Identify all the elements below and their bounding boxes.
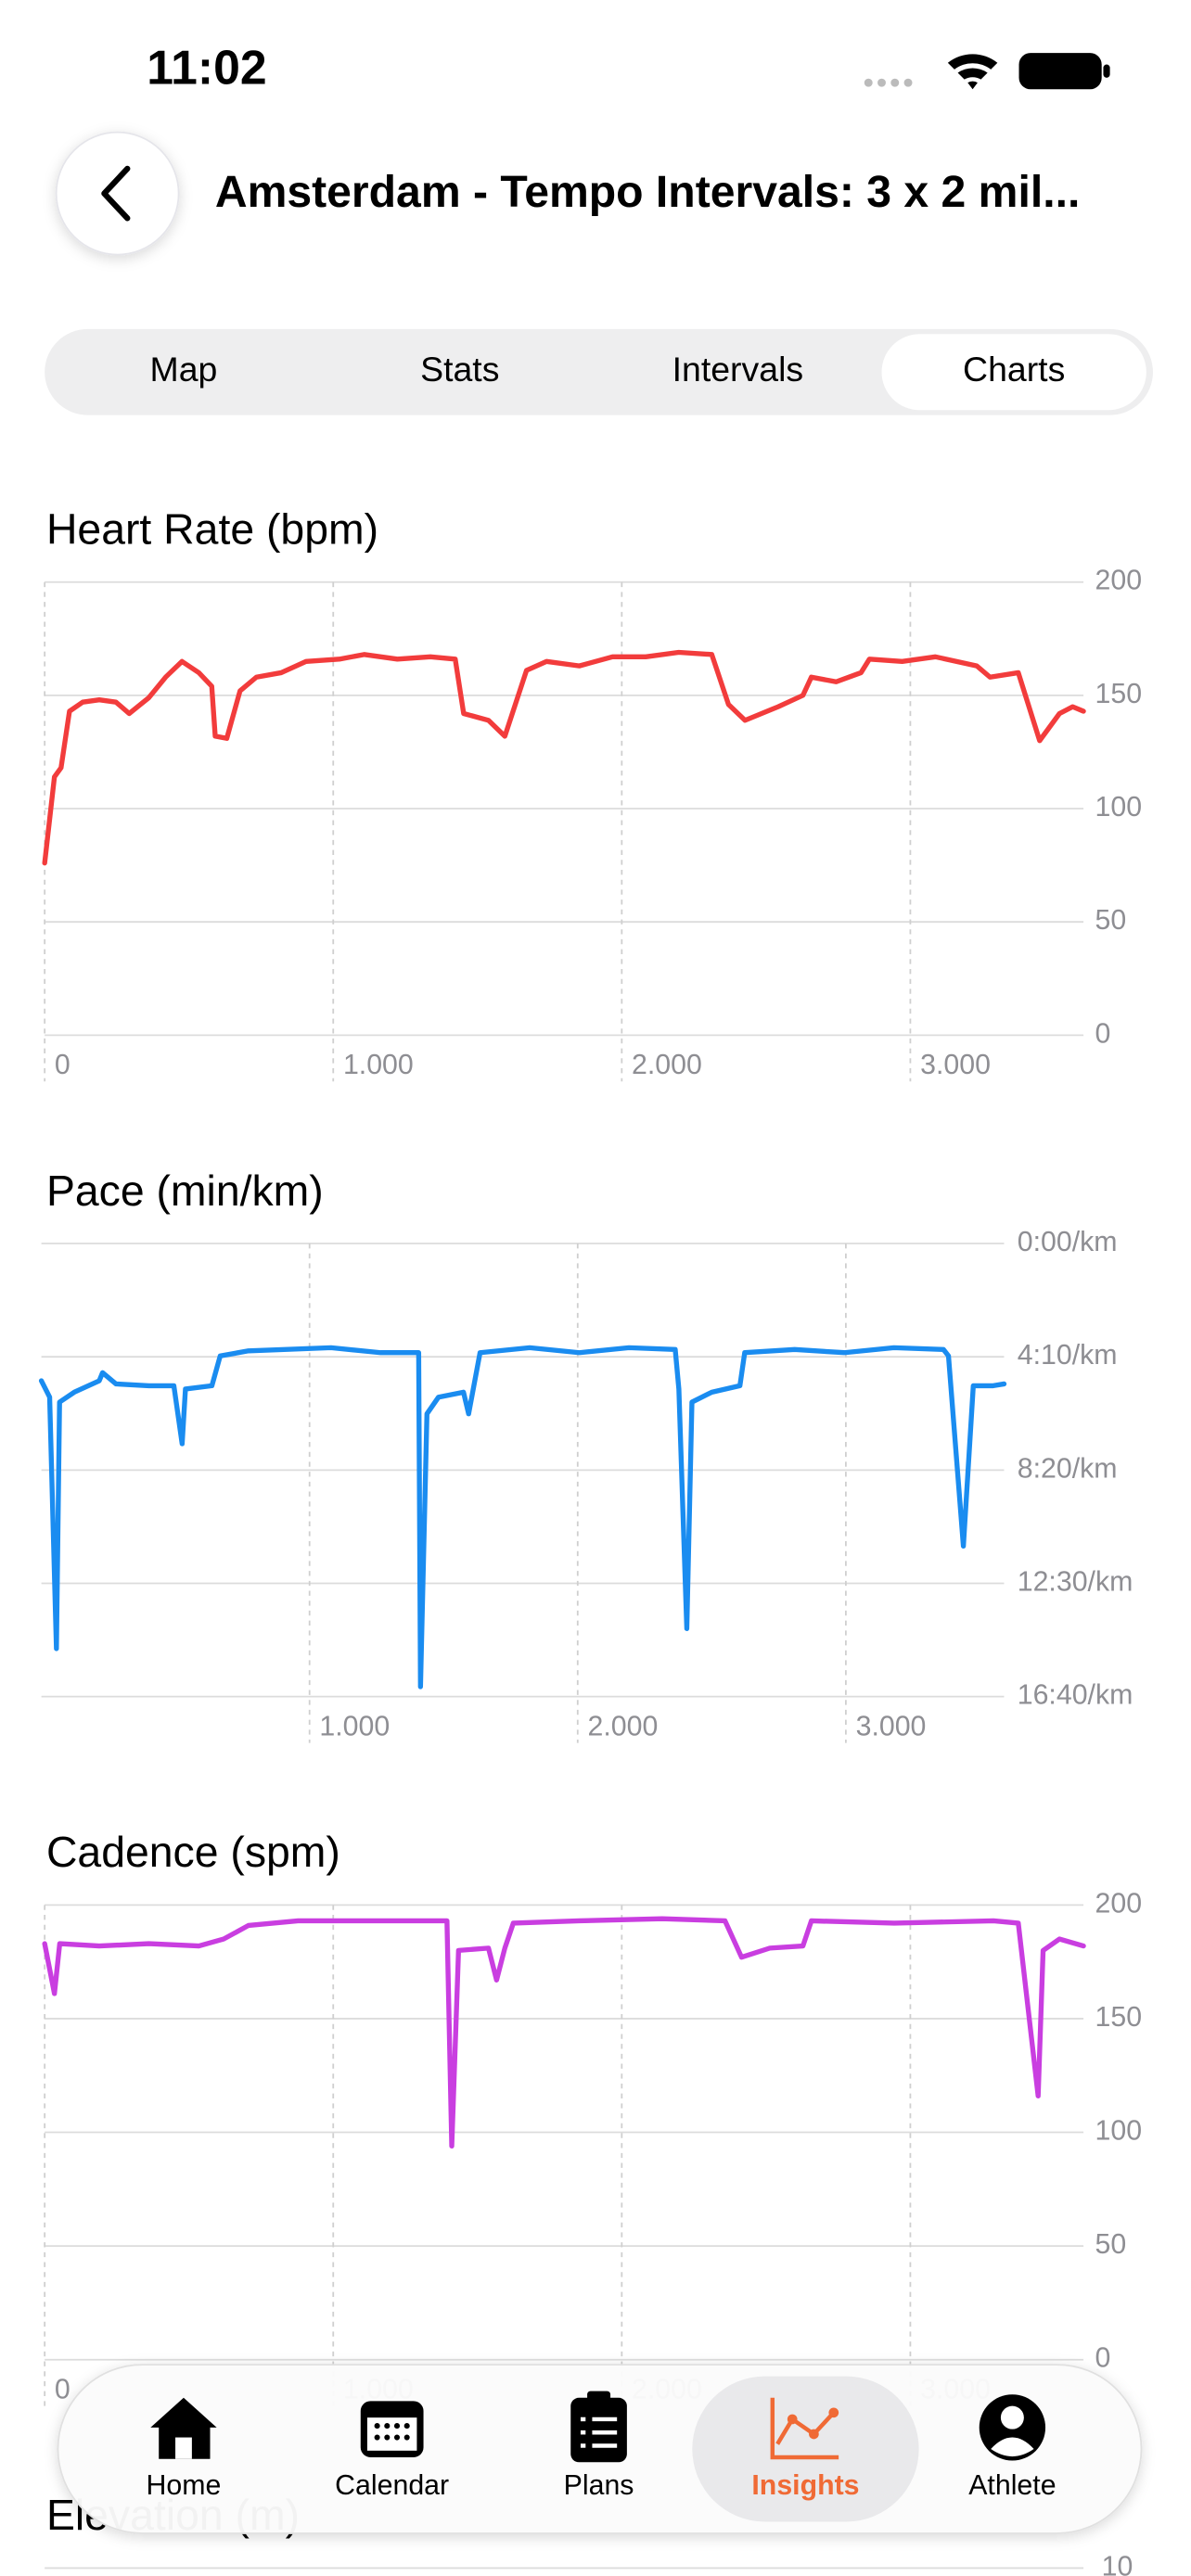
back-button[interactable] xyxy=(55,131,180,256)
back-icon xyxy=(101,165,131,222)
x-tick-label: 3.000 xyxy=(856,1712,927,1742)
status-icons xyxy=(864,53,1110,90)
y-tick-label: 0 xyxy=(1095,2343,1111,2374)
segment-label[interactable]: Stats xyxy=(420,350,499,389)
header-title: Amsterdam - Tempo Intervals: 3 x 2 mil..… xyxy=(215,167,1081,217)
y-tick-label: 0 xyxy=(1095,1018,1111,1049)
segment-label[interactable]: Intervals xyxy=(672,350,804,389)
x-tick-label: 0 xyxy=(55,2375,70,2405)
y-tick-label: 16:40/km xyxy=(1018,1680,1133,1711)
x-tick-label: 2.000 xyxy=(632,1050,702,1080)
chart-title: Cadence (spm) xyxy=(46,1828,340,1876)
segmented-control xyxy=(45,328,1153,415)
x-tick-label: 2.000 xyxy=(588,1712,659,1742)
tab-icons xyxy=(150,2391,1046,2463)
y-tick-label: 10 xyxy=(1102,2551,1133,2576)
y-tick-label: 100 xyxy=(1095,792,1143,823)
tab-label[interactable]: Home xyxy=(147,2470,222,2501)
x-tick-label: 1.000 xyxy=(343,1050,414,1080)
data-line xyxy=(38,1345,1007,1690)
segment-label[interactable]: Map xyxy=(150,350,218,389)
y-tick-label: 4:10/km xyxy=(1018,1340,1118,1371)
y-tick-label: 12:30/km xyxy=(1018,1566,1133,1597)
y-tick-label: 50 xyxy=(1095,2229,1127,2260)
y-tick-label: 0:00/km xyxy=(1018,1227,1118,1257)
x-tick-label: 3.000 xyxy=(920,1050,991,1080)
y-tick-label: 100 xyxy=(1095,2116,1143,2147)
tab-selected-bg xyxy=(692,2376,919,2522)
tab-label[interactable]: Calendar xyxy=(335,2470,449,2501)
status-time: 11:02 xyxy=(147,40,266,94)
chart-title: Heart Rate (bpm) xyxy=(46,504,378,553)
y-tick-label: 200 xyxy=(1095,1888,1143,1919)
chart-title: Pace (min/km) xyxy=(46,1167,324,1215)
tab-label[interactable]: Athlete xyxy=(968,2470,1056,2501)
y-tick-label: 200 xyxy=(1095,566,1143,596)
y-tick-label: 8:20/km xyxy=(1018,1453,1118,1484)
data-line xyxy=(42,649,1086,866)
segment-label[interactable]: Charts xyxy=(963,350,1065,389)
y-tick-label: 150 xyxy=(1095,2002,1143,2033)
tab-label[interactable]: Plans xyxy=(564,2470,634,2501)
segment-selected[interactable] xyxy=(881,334,1146,411)
data-line xyxy=(42,1916,1086,2149)
tab-label[interactable]: Insights xyxy=(751,2470,859,2501)
y-tick-label: 150 xyxy=(1095,679,1143,709)
y-tick-label: 50 xyxy=(1095,905,1127,936)
x-tick-label: 1.000 xyxy=(319,1712,390,1742)
x-tick-label: 0 xyxy=(55,1050,70,1080)
